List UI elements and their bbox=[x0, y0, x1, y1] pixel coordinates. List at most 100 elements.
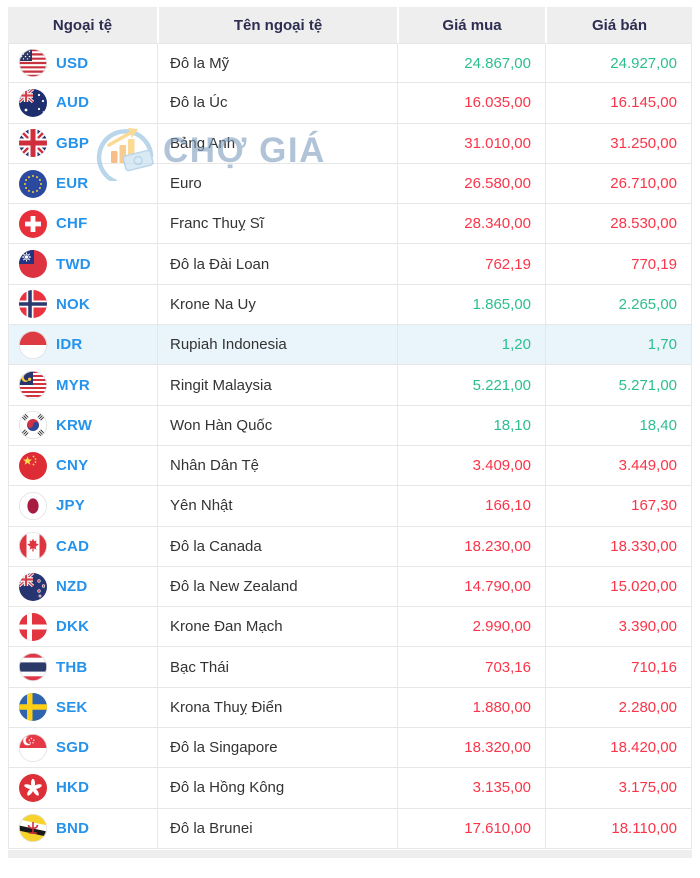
table-row-aud[interactable]: AUD Đô la Úc 16.035,00 16.145,00 bbox=[8, 83, 692, 124]
flag-usd-icon bbox=[18, 49, 48, 78]
next-section-header-partial bbox=[8, 849, 692, 858]
currency-code-link[interactable]: EUR bbox=[56, 175, 89, 193]
flag-cad-icon bbox=[18, 532, 48, 561]
sell-price: 710,16 bbox=[545, 647, 692, 688]
currency-code-link[interactable]: KRW bbox=[56, 416, 93, 434]
sell-price: 28.530,00 bbox=[545, 204, 692, 245]
currency-code-link[interactable]: JPY bbox=[56, 497, 85, 515]
buy-price: 18,10 bbox=[397, 405, 545, 446]
buy-price: 18.320,00 bbox=[397, 728, 545, 769]
buy-price: 17.610,00 bbox=[397, 808, 545, 849]
column-header-name: Tên ngoại tệ bbox=[157, 7, 397, 43]
table-row-myr[interactable]: MYR Ringit Malaysia 5.221,00 5.271,00 bbox=[8, 365, 692, 406]
currency-code-link[interactable]: HKD bbox=[56, 779, 90, 797]
table-row-cny[interactable]: CNY Nhân Dân Tệ 3.409,00 3.449,00 bbox=[8, 445, 692, 487]
currency-code-link[interactable]: SGD bbox=[56, 739, 90, 757]
buy-price: 5.221,00 bbox=[397, 365, 545, 406]
currency-code-link[interactable]: USD bbox=[56, 54, 89, 72]
currency-code-link[interactable]: MYR bbox=[56, 376, 90, 394]
currency-code-link[interactable]: AUD bbox=[56, 94, 90, 112]
table-row-krw[interactable]: KRW Won Hàn Quốc 18,10 18,40 bbox=[8, 405, 692, 446]
table-header: Ngoại tệ Tên ngoại tệ Giá mua Giá bán bbox=[8, 7, 692, 43]
flag-aud-icon bbox=[19, 88, 47, 117]
flag-eur-icon bbox=[19, 169, 47, 198]
currency-name: Krone Na Uy bbox=[157, 284, 397, 326]
buy-price: 26.580,00 bbox=[397, 163, 545, 205]
buy-price: 3.135,00 bbox=[397, 768, 545, 809]
column-header-name-label: Tên ngoại tệ bbox=[233, 16, 323, 34]
flag-twd-icon bbox=[19, 250, 47, 279]
sell-price: 18.420,00 bbox=[545, 728, 692, 769]
currency-code-link[interactable]: CNY bbox=[56, 457, 89, 475]
table-row-jpy[interactable]: JPY Yên Nhật 166,10 167,30 bbox=[8, 486, 692, 527]
table-row-bnd[interactable]: BND Đô la Brunei 17.610,00 18.110,00 bbox=[8, 808, 692, 849]
table-row-nok[interactable]: NOK Krone Na Uy 1.865,00 2.265,00 bbox=[8, 284, 692, 326]
sell-price: 26.710,00 bbox=[545, 163, 692, 205]
currency-code-link[interactable]: NZD bbox=[56, 578, 88, 595]
currency-code-link[interactable]: DKK bbox=[56, 618, 90, 636]
table-row-usd[interactable]: USD Đô la Mỹ 24.867,00 24.927,00 bbox=[8, 43, 692, 84]
table-row-twd[interactable]: TWD Đô la Đài Loan 762,19 770,19 bbox=[8, 244, 692, 285]
flag-chf-icon bbox=[19, 209, 47, 238]
currency-code-link[interactable]: CAD bbox=[56, 537, 90, 555]
table-row-sek[interactable]: SEK Krona Thuỵ Điển 1.880,00 2.280,00 bbox=[8, 687, 692, 729]
currency-code-link[interactable]: TWD bbox=[56, 255, 91, 273]
flag-bnd-icon bbox=[18, 814, 48, 843]
table-row-gbp[interactable]: GBP Bảng Anh 31.010,00 31.250,00 bbox=[8, 123, 692, 164]
currency-code-link[interactable]: NOK bbox=[56, 295, 90, 313]
flag-nok-icon bbox=[19, 290, 47, 319]
currency-code-link[interactable]: CHF bbox=[56, 215, 88, 233]
sell-price: 167,30 bbox=[545, 486, 692, 527]
currency-name: Đô la Úc bbox=[157, 83, 397, 124]
currency-code-link[interactable]: IDR bbox=[56, 336, 83, 354]
currency-name: Euro bbox=[157, 163, 397, 205]
sell-price: 770,19 bbox=[545, 244, 692, 285]
currency-name: Franc Thuỵ Sĩ bbox=[157, 204, 397, 245]
sell-price: 16.145,00 bbox=[545, 83, 692, 124]
currency-name: Krone Đan Mạch bbox=[157, 607, 397, 648]
table-row-idr[interactable]: IDR Rupiah Indonesia 1,20 1,70 bbox=[8, 325, 692, 366]
sell-price: 5.271,00 bbox=[545, 365, 692, 406]
buy-price: 2.990,00 bbox=[397, 607, 545, 648]
table-row-chf[interactable]: CHF Franc Thuỵ Sĩ 28.340,00 28.530,00 bbox=[8, 204, 692, 245]
currency-name: Bạc Thái bbox=[157, 647, 397, 688]
currency-code-link[interactable]: BND bbox=[56, 819, 90, 837]
buy-price: 16.035,00 bbox=[397, 83, 545, 124]
table-row-dkk[interactable]: DKK Krone Đan Mạch 2.990,00 3.390,00 bbox=[8, 607, 692, 648]
column-header-buy-label: Giá mua bbox=[442, 16, 502, 34]
currency-name: Đô la Mỹ bbox=[157, 43, 397, 84]
exchange-rate-page: Ngoại tệ Tên ngoại tệ Giá mua Giá bán US… bbox=[8, 7, 692, 858]
buy-price: 24.867,00 bbox=[397, 43, 545, 84]
currency-name: Bảng Anh bbox=[157, 123, 397, 164]
table-row-hkd[interactable]: HKD Đô la Hồng Kông 3.135,00 3.175,00 bbox=[8, 768, 692, 809]
buy-price: 3.409,00 bbox=[397, 445, 545, 487]
sell-price: 2.265,00 bbox=[545, 284, 692, 326]
currency-code-link[interactable]: THB bbox=[56, 658, 88, 676]
flag-cny-icon bbox=[19, 451, 47, 480]
table-row-thb[interactable]: THB Bạc Thái 703,16 710,16 bbox=[8, 647, 692, 688]
exchange-rate-table: Ngoại tệ Tên ngoại tệ Giá mua Giá bán US… bbox=[8, 7, 692, 849]
flag-sek-icon bbox=[19, 693, 47, 722]
currency-code-link[interactable]: SEK bbox=[56, 698, 88, 716]
currency-name: Ringit Malaysia bbox=[157, 365, 397, 406]
table-row-nzd[interactable]: NZD Đô la New Zealand 14.790,00 15.020,0… bbox=[8, 566, 692, 608]
flag-dkk-icon bbox=[19, 612, 47, 641]
flag-hkd-icon bbox=[19, 773, 47, 802]
flag-idr-icon bbox=[18, 330, 48, 359]
table-row-sgd[interactable]: SGD Đô la Singapore 18.320,00 18.420,00 bbox=[8, 728, 692, 769]
flag-jpy-icon bbox=[18, 491, 48, 520]
flag-myr-icon bbox=[18, 371, 48, 400]
currency-code-link[interactable]: GBP bbox=[56, 134, 90, 152]
column-header-currency-label: Ngoại tệ bbox=[52, 16, 113, 34]
table-row-eur[interactable]: EUR Euro 26.580,00 26.710,00 bbox=[8, 163, 692, 205]
currency-name: Đô la Singapore bbox=[157, 728, 397, 769]
table-row-cad[interactable]: CAD Đô la Canada 18.230,00 18.330,00 bbox=[8, 526, 692, 567]
sell-price: 1,70 bbox=[545, 325, 692, 366]
currency-name: Rupiah Indonesia bbox=[157, 325, 397, 366]
currency-name: Yên Nhật bbox=[157, 486, 397, 527]
sell-price: 2.280,00 bbox=[545, 687, 692, 729]
currency-name: Krona Thuỵ Điển bbox=[157, 687, 397, 729]
flag-gbp-icon bbox=[19, 129, 47, 158]
sell-price: 18.330,00 bbox=[545, 526, 692, 567]
currency-name: Won Hàn Quốc bbox=[157, 405, 397, 446]
